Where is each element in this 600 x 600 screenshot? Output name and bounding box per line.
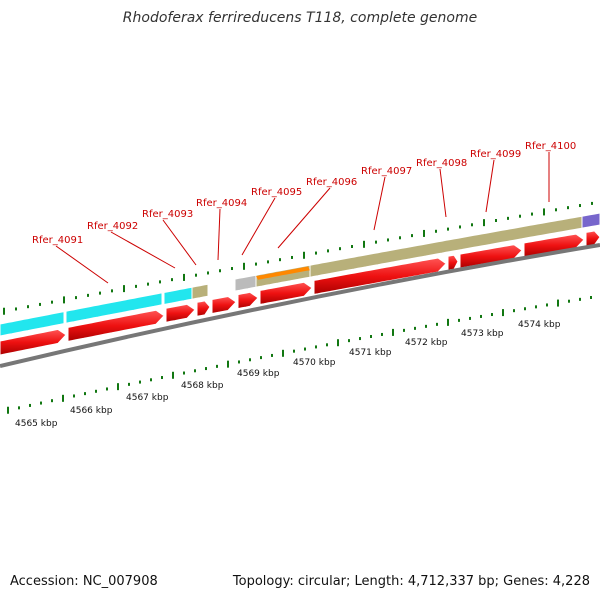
cyan-feature bbox=[163, 286, 193, 306]
gene-label[interactable]: Rfer_4097 bbox=[361, 166, 412, 177]
gene-arrow bbox=[313, 257, 447, 295]
gene-arrow bbox=[447, 254, 459, 271]
callout-line bbox=[485, 159, 495, 213]
gene-label[interactable]: Rfer_4099 bbox=[470, 149, 521, 160]
gene-arrow bbox=[259, 281, 313, 305]
callout-line bbox=[217, 208, 221, 261]
map-title: Rhodoferax ferrireducens T118, complete … bbox=[122, 10, 478, 26]
genome-summary-text: Topology: circular; Length: 4,712,337 bp… bbox=[232, 574, 590, 589]
scale-label: 4573 kbp bbox=[461, 329, 504, 339]
gene-label[interactable]: Rfer_4091 bbox=[32, 235, 83, 246]
gene-arrow bbox=[196, 300, 211, 317]
scale-label: 4565 kbp bbox=[15, 419, 58, 429]
scale-label: 4569 kbp bbox=[237, 369, 280, 379]
gene-arrow bbox=[237, 291, 259, 310]
upper-tick-track bbox=[3, 201, 593, 315]
genome-backbone bbox=[0, 243, 600, 368]
scale-label: 4572 kbp bbox=[405, 338, 448, 348]
scale-label: 4568 kbp bbox=[181, 381, 224, 391]
gene-label[interactable]: Rfer_4100 bbox=[525, 141, 576, 152]
purple-feature bbox=[581, 212, 600, 229]
callout-line bbox=[162, 219, 197, 266]
gene-arrow-track bbox=[0, 230, 600, 356]
scale-tick-track bbox=[7, 296, 592, 414]
gene-label[interactable]: Rfer_4092 bbox=[87, 221, 138, 232]
callout-line bbox=[241, 197, 276, 256]
khaki-feature bbox=[191, 283, 209, 300]
accession-text: Accession: NC_007908 bbox=[10, 574, 158, 589]
gene-label[interactable]: Rfer_4098 bbox=[416, 158, 467, 169]
callout-line bbox=[55, 245, 109, 284]
callout-line bbox=[110, 231, 176, 269]
gene-arrow bbox=[165, 303, 196, 323]
gene-label[interactable]: Rfer_4093 bbox=[142, 209, 193, 220]
callout-line bbox=[277, 187, 331, 249]
gene-arrow bbox=[211, 295, 237, 315]
scale-label: 4574 kbp bbox=[518, 320, 561, 330]
cyan-feature bbox=[65, 292, 163, 324]
callout-line bbox=[373, 176, 386, 231]
scale-label: 4571 kbp bbox=[349, 348, 392, 358]
gray-feature bbox=[234, 274, 257, 292]
gene-label[interactable]: Rfer_4095 bbox=[251, 187, 302, 198]
scale-labels: 4565 kbp 4566 kbp 4567 kbp 4568 kbp 4569 kbp… bbox=[15, 320, 561, 429]
gene-label[interactable]: Rfer_4096 bbox=[306, 177, 357, 188]
orange-feature bbox=[256, 266, 310, 280]
scale-label: 4570 kbp bbox=[293, 358, 336, 368]
gene-arrow bbox=[0, 328, 67, 356]
feature-track bbox=[0, 212, 600, 337]
gene-label[interactable]: Rfer_4094 bbox=[196, 198, 247, 209]
callout-line bbox=[439, 168, 447, 218]
scale-label: 4566 kbp bbox=[70, 406, 113, 416]
gene-arrow bbox=[67, 309, 165, 343]
cyan-feature bbox=[0, 310, 65, 337]
scale-label: 4567 kbp bbox=[126, 393, 169, 403]
